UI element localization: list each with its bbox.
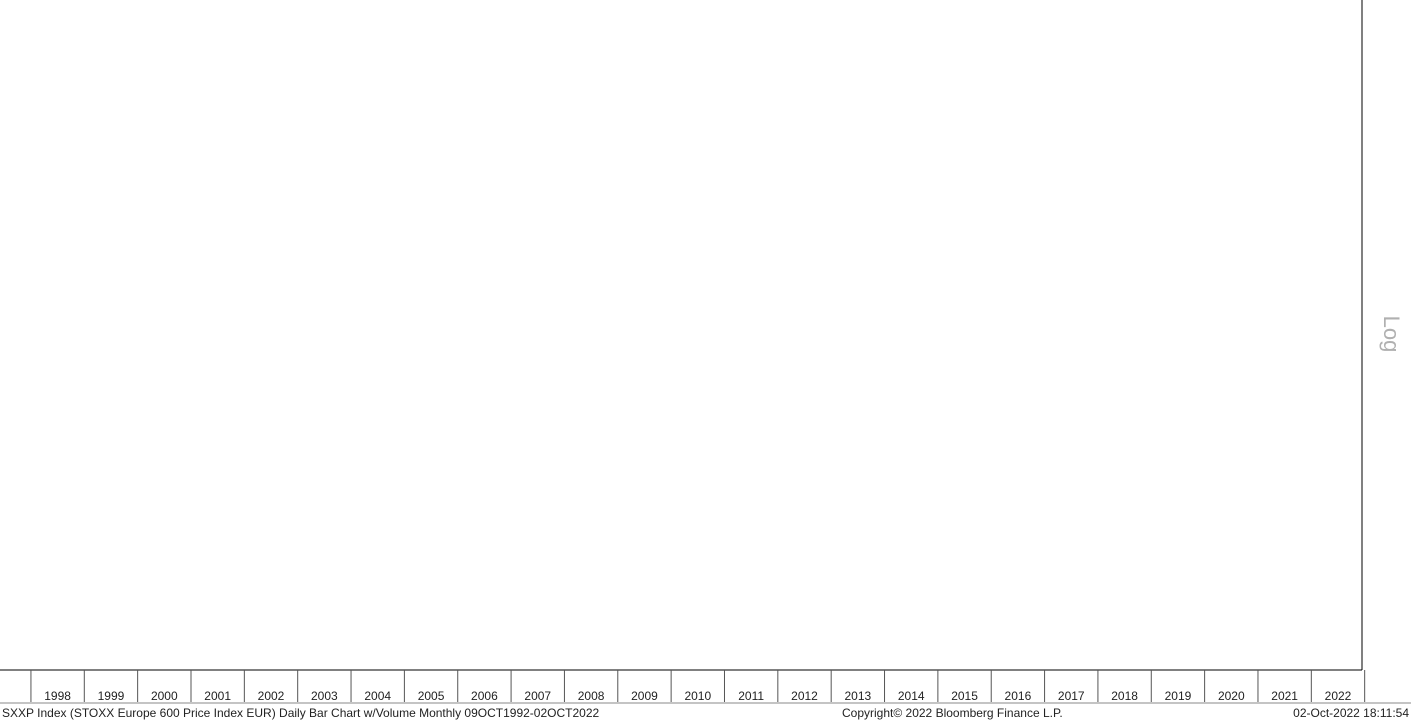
x-tick-label: 2003 [311,689,338,703]
footer-copyright: Copyright© 2022 Bloomberg Finance L.P. [842,706,1063,720]
x-tick-label: 2020 [1218,689,1245,703]
x-tick-label: 2017 [1058,689,1085,703]
x-tick-label: 2008 [578,689,605,703]
axes-group: 200300400500387.851998199920002001200220… [0,0,1411,704]
x-tick-label: 2014 [898,689,925,703]
x-tick-label: 2010 [684,689,711,703]
x-tick-label: 2019 [1165,689,1192,703]
x-tick-label: 2012 [791,689,818,703]
x-tick-label: 2011 [738,689,764,703]
x-tick-label: 2006 [471,689,498,703]
x-tick-label: 2013 [845,689,872,703]
x-tick-label: 2002 [258,689,285,703]
x-tick-label: 2004 [364,689,391,703]
x-tick-label: 2018 [1111,689,1138,703]
x-tick-label: 2015 [951,689,978,703]
log-scale-label: Log [1379,316,1404,353]
x-tick-label: 2001 [204,689,231,703]
x-tick-label: 2021 [1271,689,1298,703]
footer-description: SXXP Index (STOXX Europe 600 Price Index… [2,706,600,720]
x-tick-label: 1998 [44,689,71,703]
x-tick-label: 2007 [524,689,551,703]
x-tick-label: 2016 [1005,689,1032,703]
x-tick-label: 2000 [151,689,178,703]
x-tick-label: 2022 [1325,689,1352,703]
x-tick-label: 1999 [98,689,125,703]
footer-timestamp: 02-Oct-2022 18:11:54 [1293,706,1409,720]
x-tick-label: 2009 [631,689,658,703]
x-tick-label: 2005 [418,689,445,703]
